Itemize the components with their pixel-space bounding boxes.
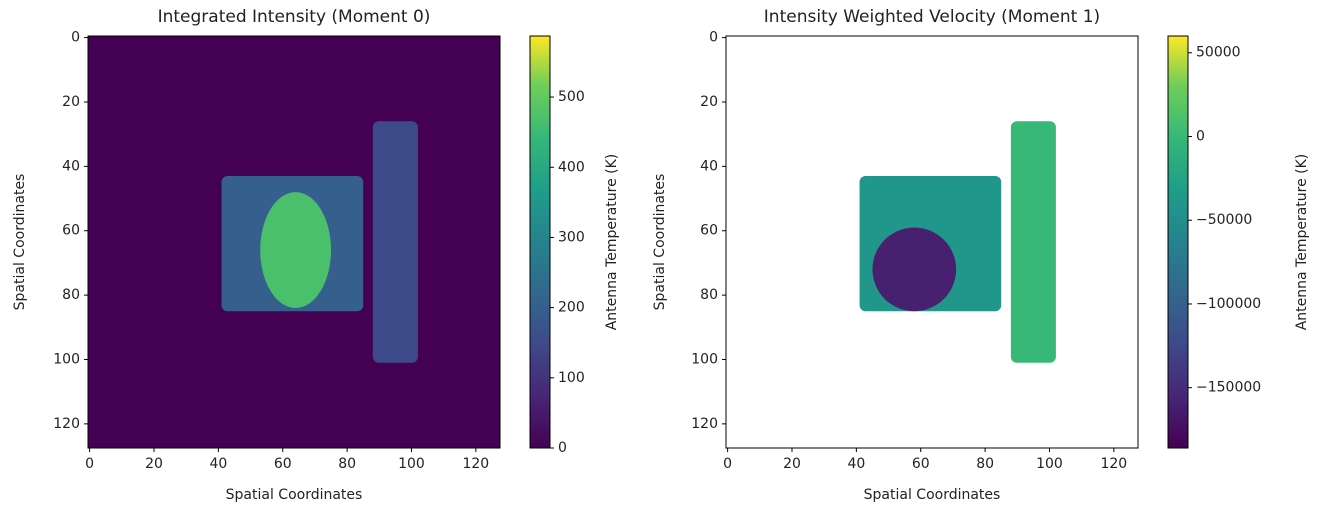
y-tick-label: 100 — [53, 351, 80, 367]
y-tick-label: 40 — [62, 158, 80, 174]
x-tick-label: 80 — [976, 456, 994, 472]
colorbar-tick-label: −150000 — [1196, 380, 1261, 396]
x-tick-label: 100 — [398, 456, 425, 472]
x-tick-label: 80 — [338, 456, 356, 472]
colorbar-tick-label: 0 — [558, 440, 567, 456]
colorbar-tick-label: −100000 — [1196, 296, 1261, 312]
y-tick-label: 120 — [691, 416, 718, 432]
x-tick-label: 100 — [1036, 456, 1063, 472]
y-tick-label: 60 — [700, 223, 718, 239]
x-axis-label: Spatial Coordinates — [226, 487, 363, 503]
y-tick-label: 60 — [62, 223, 80, 239]
y-axis-label: Spatial Coordinates — [12, 174, 28, 311]
x-tick-label: 0 — [723, 456, 732, 472]
y-tick-label: 20 — [700, 94, 718, 110]
chart-title: Intensity Weighted Velocity (Moment 1) — [764, 7, 1100, 27]
x-tick-label: 120 — [1100, 456, 1127, 472]
colorbar-label: Antenna Temperature (K) — [1294, 154, 1310, 331]
colorbar-tick-label: 200 — [558, 300, 585, 316]
y-tick-label: 40 — [700, 158, 718, 174]
heatmap-cell — [872, 227, 957, 312]
x-tick-label: 60 — [912, 456, 930, 472]
x-tick-label: 120 — [462, 456, 489, 472]
x-tick-label: 0 — [85, 456, 94, 472]
y-tick-label: 80 — [62, 287, 80, 303]
y-tick-label: 20 — [62, 94, 80, 110]
colorbar-label: Antenna Temperature (K) — [604, 154, 620, 331]
colorbar — [529, 35, 551, 449]
colorbar-tick-label: 0 — [1196, 128, 1205, 144]
heatmap-cell — [1010, 121, 1056, 363]
colorbar-tick-label: 100 — [558, 370, 585, 386]
colorbar-tick-label: 400 — [558, 159, 585, 175]
y-tick-label: 80 — [700, 287, 718, 303]
x-tick-label: 40 — [209, 456, 227, 472]
x-tick-label: 40 — [847, 456, 865, 472]
chart-title: Integrated Intensity (Moment 0) — [158, 7, 431, 27]
colorbar-tick-label: −50000 — [1196, 212, 1252, 228]
heatmap-cell — [372, 121, 418, 363]
colorbar — [1167, 35, 1189, 449]
y-tick-label: 0 — [71, 30, 80, 46]
x-axis-label: Spatial Coordinates — [864, 487, 1001, 503]
colorbar-tick-label: 50000 — [1196, 45, 1241, 61]
y-tick-label: 0 — [709, 30, 718, 46]
x-tick-label: 60 — [274, 456, 292, 472]
y-tick-label: 100 — [691, 351, 718, 367]
axes-frame — [87, 35, 501, 449]
x-tick-label: 20 — [145, 456, 163, 472]
heatmap-cell — [260, 192, 332, 308]
y-tick-label: 120 — [53, 416, 80, 432]
colorbar-tick-label: 500 — [558, 89, 585, 105]
y-axis-label: Spatial Coordinates — [652, 174, 668, 311]
colorbar-tick-label: 300 — [558, 229, 585, 245]
axes-frame — [725, 35, 1139, 449]
x-tick-label: 20 — [783, 456, 801, 472]
